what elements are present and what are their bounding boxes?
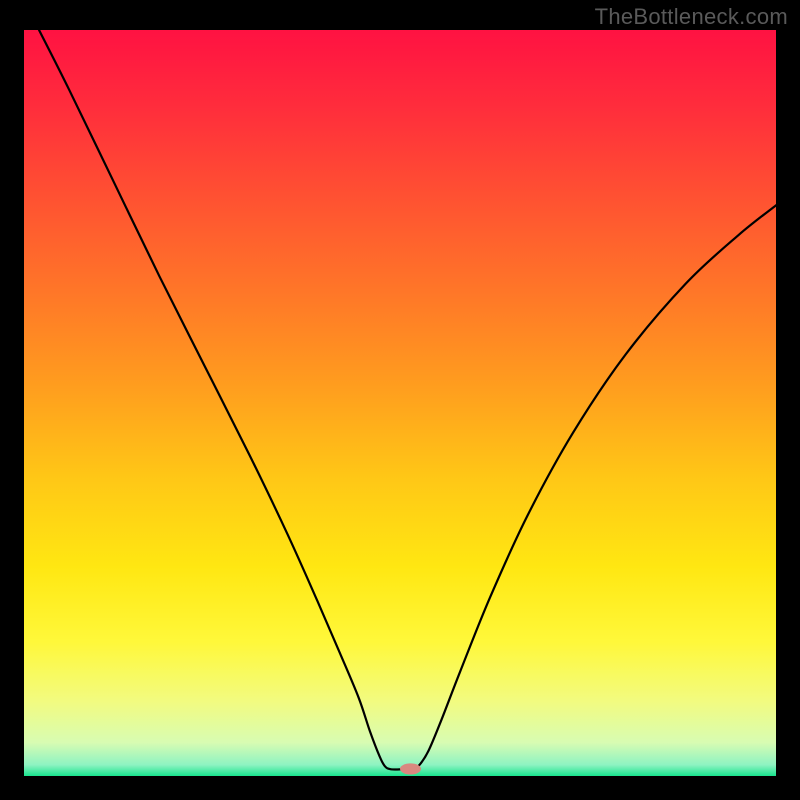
plot-area [24, 30, 776, 776]
plot-svg [24, 30, 776, 776]
optimal-marker [400, 763, 421, 774]
figure-outer: TheBottleneck.com [0, 0, 800, 800]
plot-background [24, 30, 776, 776]
attribution-text: TheBottleneck.com [595, 4, 788, 29]
attribution-label: TheBottleneck.com [595, 4, 788, 30]
